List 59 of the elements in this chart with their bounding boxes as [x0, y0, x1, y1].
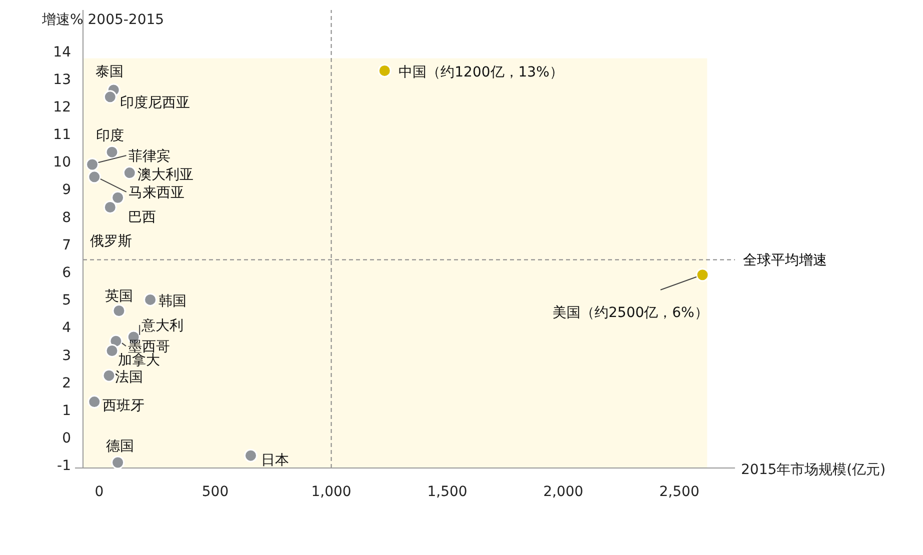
point: [88, 395, 102, 409]
y-tick-label: 1: [62, 402, 71, 419]
y-tick-label: 10: [53, 154, 71, 171]
annotation: 澳大利亚: [138, 166, 194, 183]
annotation: 菲律宾: [128, 148, 170, 165]
point: [105, 145, 119, 159]
point: [696, 268, 710, 282]
x-tick-label: 1,000: [311, 484, 352, 500]
annotation: 意大利: [140, 318, 184, 334]
annotation: 英国: [104, 288, 133, 305]
point: [103, 200, 117, 214]
y-tick-label: 2: [62, 375, 71, 392]
annotation: 中国（约1200亿，13%）: [398, 64, 564, 81]
y-tick-label: 3: [62, 348, 71, 364]
point: [105, 344, 119, 358]
annotation: 马来西亚: [128, 184, 184, 201]
y-tick-label: 6: [62, 265, 72, 282]
annotation: 巴西: [128, 210, 156, 226]
point: [102, 368, 116, 382]
point: [378, 64, 392, 78]
annotation: 日本: [260, 452, 289, 469]
point: [88, 170, 102, 184]
x-tick-label: 1,500: [427, 484, 468, 500]
y-tick-label: 7: [62, 237, 71, 254]
point: [111, 456, 125, 470]
annotation: 韩国: [158, 294, 186, 310]
annotation: 俄罗斯: [90, 233, 132, 250]
point: [103, 90, 117, 104]
ref-line-label: 全球平均增速: [743, 252, 827, 269]
y-tick-label: 8: [62, 210, 71, 226]
y-tick-label: 12: [53, 99, 71, 116]
annotation: 加拿大: [118, 352, 160, 369]
point: [122, 166, 136, 180]
annotation: 西班牙: [102, 398, 144, 414]
y-tick-label: 13: [53, 72, 71, 88]
x-tick-label: 0: [94, 484, 104, 500]
annotation: 印度: [96, 128, 124, 144]
y-tick-label: 11: [53, 127, 71, 144]
y-tick-label: 14: [53, 44, 72, 60]
annotation: 印度尼西亚: [120, 94, 190, 111]
point: [86, 158, 100, 172]
annotation: 美国（约2500亿，6%）: [552, 304, 708, 321]
y-tick-label: -1: [57, 458, 71, 474]
y-tick-label: 4: [62, 320, 72, 336]
y-tick-label: 0: [62, 430, 71, 447]
point: [112, 304, 126, 318]
point: [111, 190, 125, 204]
y-axis-title: 增速% 2005-2015: [41, 12, 164, 28]
y-tick-label: 9: [62, 182, 71, 198]
x-axis-title: 2015年市场规模(亿元): [741, 462, 886, 478]
annotation: 德国: [106, 438, 134, 454]
y-tick-label: 5: [62, 292, 71, 309]
annotation: 法国: [114, 370, 143, 386]
point: [144, 292, 158, 306]
annotation: 泰国: [96, 64, 124, 80]
x-tick-label: 2,000: [543, 484, 584, 500]
x-tick-label: 500: [202, 484, 229, 500]
point: [244, 448, 258, 462]
x-tick-label: 2,500: [659, 484, 700, 500]
